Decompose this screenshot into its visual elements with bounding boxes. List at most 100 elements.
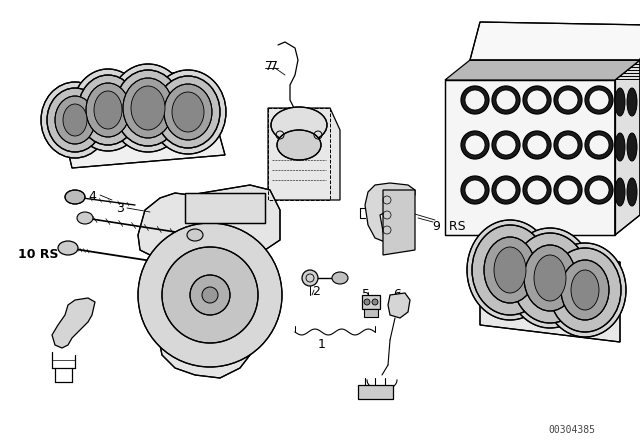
Text: 8 DS: 8 DS [170, 71, 200, 84]
Ellipse shape [156, 76, 220, 148]
Ellipse shape [55, 96, 95, 144]
Polygon shape [268, 108, 340, 200]
Circle shape [138, 223, 282, 367]
Polygon shape [55, 82, 225, 168]
Polygon shape [615, 60, 640, 235]
Circle shape [465, 90, 485, 110]
Text: 6: 6 [393, 288, 401, 301]
Ellipse shape [86, 83, 130, 137]
Ellipse shape [544, 243, 626, 337]
Ellipse shape [615, 133, 625, 161]
Circle shape [585, 131, 613, 159]
Circle shape [558, 180, 578, 200]
Ellipse shape [131, 86, 165, 130]
Circle shape [589, 135, 609, 155]
Text: 2: 2 [312, 285, 320, 298]
Circle shape [523, 176, 551, 204]
Ellipse shape [172, 92, 204, 132]
Ellipse shape [164, 84, 212, 140]
Circle shape [585, 176, 613, 204]
Ellipse shape [467, 220, 553, 320]
Polygon shape [365, 183, 415, 242]
Circle shape [465, 180, 485, 200]
Circle shape [496, 90, 516, 110]
Circle shape [202, 287, 218, 303]
Polygon shape [480, 245, 620, 342]
Text: 10 RS: 10 RS [18, 248, 58, 261]
Circle shape [461, 86, 489, 114]
Text: 4: 4 [88, 190, 96, 203]
Text: 5: 5 [362, 288, 370, 301]
Ellipse shape [187, 229, 203, 241]
Ellipse shape [615, 178, 625, 206]
Ellipse shape [271, 107, 327, 143]
Ellipse shape [549, 248, 621, 332]
Ellipse shape [627, 88, 637, 116]
Ellipse shape [507, 228, 593, 328]
Circle shape [585, 86, 613, 114]
Polygon shape [138, 185, 280, 378]
Polygon shape [445, 60, 640, 80]
Ellipse shape [494, 247, 526, 293]
Text: 7: 7 [270, 60, 278, 73]
Bar [185, 193, 265, 223]
Circle shape [465, 135, 485, 155]
Circle shape [492, 131, 520, 159]
Text: 1: 1 [318, 338, 326, 351]
Circle shape [492, 176, 520, 204]
Ellipse shape [524, 245, 576, 311]
Circle shape [190, 275, 230, 315]
Circle shape [527, 180, 547, 200]
Ellipse shape [41, 82, 109, 158]
Ellipse shape [627, 178, 637, 206]
Ellipse shape [627, 133, 637, 161]
Circle shape [461, 176, 489, 204]
Circle shape [554, 86, 582, 114]
Polygon shape [383, 190, 415, 255]
Circle shape [523, 131, 551, 159]
Circle shape [523, 86, 551, 114]
Ellipse shape [571, 270, 599, 310]
Text: 7: 7 [265, 60, 273, 73]
Ellipse shape [58, 241, 78, 255]
Circle shape [589, 180, 609, 200]
Circle shape [372, 299, 378, 305]
Ellipse shape [615, 88, 625, 116]
Bar [185, 193, 265, 223]
Bar [358, 385, 393, 399]
Ellipse shape [332, 272, 348, 284]
Ellipse shape [534, 255, 566, 301]
Text: 9  RS: 9 RS [433, 220, 466, 233]
Circle shape [302, 270, 318, 286]
Bar [364, 309, 378, 317]
Text: 3: 3 [116, 202, 124, 215]
Ellipse shape [123, 78, 173, 138]
Circle shape [558, 135, 578, 155]
Bar [362, 295, 380, 309]
Polygon shape [470, 22, 640, 60]
Circle shape [558, 90, 578, 110]
Ellipse shape [63, 104, 87, 136]
Circle shape [492, 86, 520, 114]
Ellipse shape [109, 64, 187, 152]
Ellipse shape [472, 225, 548, 315]
Circle shape [496, 135, 516, 155]
Ellipse shape [115, 70, 181, 146]
Ellipse shape [72, 69, 144, 151]
Circle shape [364, 299, 370, 305]
Ellipse shape [47, 88, 103, 152]
Polygon shape [52, 298, 95, 348]
Polygon shape [388, 293, 410, 318]
Circle shape [554, 176, 582, 204]
Ellipse shape [94, 91, 122, 129]
Circle shape [496, 180, 516, 200]
Ellipse shape [484, 237, 536, 303]
Ellipse shape [561, 260, 609, 320]
Circle shape [162, 247, 258, 343]
Ellipse shape [77, 212, 93, 224]
Ellipse shape [277, 130, 321, 160]
Ellipse shape [150, 70, 226, 154]
Ellipse shape [65, 190, 85, 204]
Circle shape [589, 90, 609, 110]
Circle shape [554, 131, 582, 159]
